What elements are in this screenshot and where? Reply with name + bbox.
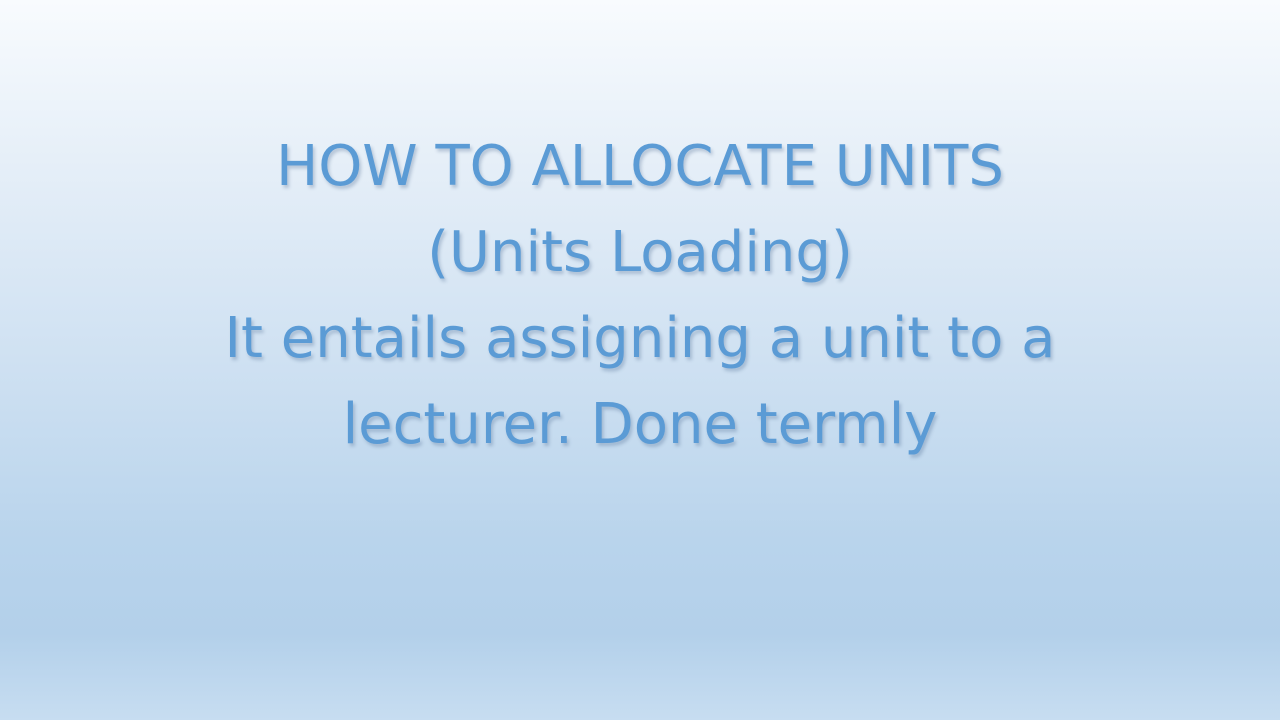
slide-title: HOW TO ALLOCATE UNITS xyxy=(276,134,1004,199)
slide-text-block: HOW TO ALLOCATE UNITS (Units Loading) It… xyxy=(0,124,1280,468)
slide-body-line-1: It entails assigning a unit to a xyxy=(224,306,1056,371)
slide-subtitle: (Units Loading) xyxy=(427,220,853,285)
slide-body-line-2: lecturer. Done termly xyxy=(342,392,938,457)
